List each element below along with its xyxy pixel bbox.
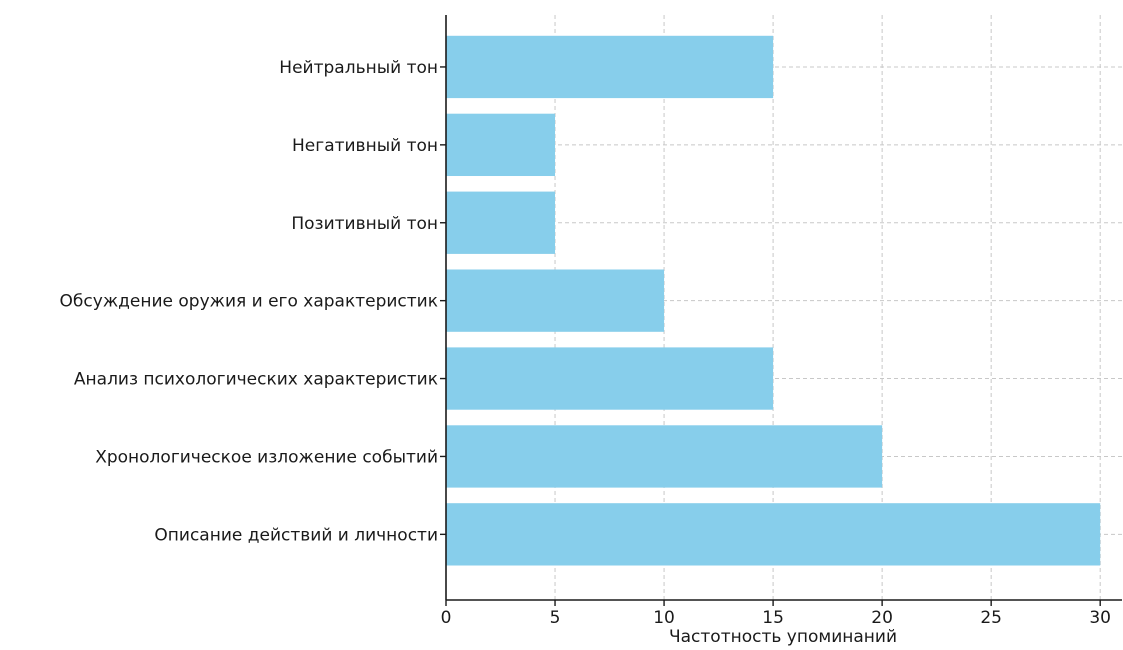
category-label: Нейтральный тон [279, 58, 438, 78]
bar [446, 425, 883, 488]
bar [446, 113, 556, 177]
bar [446, 503, 1101, 566]
x-tick-label: 30 [1089, 608, 1111, 628]
x-axis-title: Частотность упоминаний [669, 627, 897, 646]
bar [446, 191, 556, 254]
bar [446, 269, 665, 332]
bar [446, 35, 774, 99]
axes [440, 15, 1122, 606]
bars [446, 35, 1101, 566]
category-label: Анализ психологических характеристик [74, 370, 438, 390]
x-tick-label: 5 [550, 608, 561, 628]
category-label: Хронологическое изложение событий [95, 447, 438, 467]
x-tick-label: 25 [980, 608, 1002, 628]
labels: 0 5 10 15 20 25 30 Нейтральный тон Негативный то… [60, 58, 1111, 628]
category-label: Обсуждение оружия и его характеристик [60, 292, 438, 312]
x-tick-label: 15 [762, 608, 784, 628]
x-tick-label: 0 [441, 608, 452, 628]
category-label: Позитивный тон [291, 214, 438, 234]
category-label: Негативный тон [292, 136, 438, 156]
category-label: Описание действий и личности [154, 525, 438, 545]
x-tick-label: 10 [653, 608, 675, 628]
x-tick-label: 20 [871, 608, 893, 628]
bar [446, 347, 774, 410]
